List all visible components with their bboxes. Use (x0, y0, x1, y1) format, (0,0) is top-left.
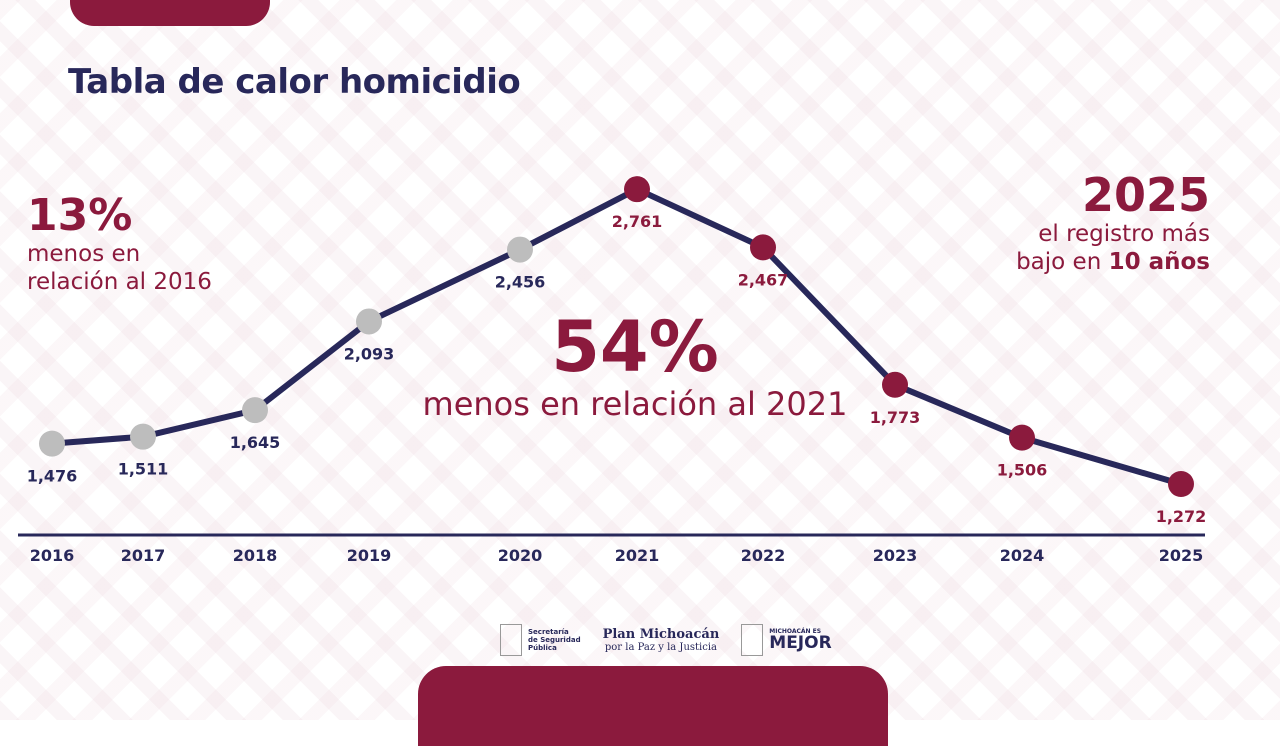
x-tick-2024: 2024 (1000, 546, 1045, 565)
data-point-2021 (624, 176, 650, 203)
kpi-center: 54% menos en relación al 2021 (380, 308, 890, 422)
kpi-center-text: menos en relación al 2021 (422, 385, 848, 423)
data-point-2022 (750, 234, 776, 261)
data-label-2017: 1,511 (118, 460, 169, 479)
x-tick-2017: 2017 (121, 546, 166, 565)
background-pattern (0, 0, 1280, 720)
x-tick-2020: 2020 (498, 546, 543, 565)
kpi-right-line2-prefix: bajo en (1016, 249, 1109, 275)
x-tick-2025: 2025 (1159, 546, 1204, 565)
mej-small: MICHOACÁN ES (769, 628, 822, 635)
data-point-2019 (356, 308, 382, 335)
page-title: Tabla de calor homicidio (68, 62, 521, 102)
data-label-2022: 2,467 (738, 270, 789, 289)
x-tick-2022: 2022 (741, 546, 786, 565)
x-tick-2016: 2016 (30, 546, 75, 565)
x-tick-2023: 2023 (873, 546, 918, 565)
data-point-2017 (130, 423, 156, 450)
michoacan-es-mejor-logo: MICHOACÁN ES MEJOR (741, 624, 832, 656)
top-decorative-tab (70, 0, 270, 26)
data-point-2025 (1168, 471, 1194, 497)
line-chart: 1,476 2016 1,511 2017 1,645 2018 2,093 2019 2,45… (18, 176, 1207, 565)
kpi-right-line1: el registro más (1038, 221, 1210, 247)
data-label-2024: 1,506 (997, 461, 1048, 480)
ssp-logo: Secretaría de Seguridad Pública (500, 624, 581, 656)
data-point-2016 (39, 430, 65, 457)
plan-michoacan-logo: Plan Michoacán por la Paz y la Justicia (603, 627, 720, 653)
data-label-2016: 1,476 (27, 467, 78, 486)
x-tick-2021: 2021 (615, 546, 660, 565)
kpi-left-line2: relación al 2016 (27, 269, 212, 295)
kpi-right-line2-bold: 10 años (1108, 249, 1210, 275)
ssp-line2: de Seguridad (528, 636, 581, 644)
plan-line1: Plan Michoacán (602, 627, 720, 642)
data-label-2023: 1,773 (870, 408, 921, 427)
data-point-2023 (882, 371, 908, 398)
data-label-2019: 2,093 (344, 344, 395, 363)
plan-line2: por la Paz y la Justicia (604, 642, 717, 653)
coat-of-arms-icon (741, 624, 764, 656)
ssp-line3: Pública (528, 644, 557, 652)
kpi-right-value: 2025 (1081, 168, 1210, 222)
kpi-left-line1: menos en (27, 241, 141, 267)
data-point-2020 (507, 236, 533, 263)
series-line (51, 186, 1182, 487)
kpi-left: 13% menos en relación al 2016 (27, 192, 212, 296)
data-label-2018: 1,645 (230, 433, 281, 452)
kpi-right: 2025 el registro más bajo en 10 años (1016, 170, 1210, 276)
data-label-2025: 1,272 (1156, 507, 1207, 526)
coat-of-arms-icon (500, 624, 522, 656)
data-label-2020: 2,456 (495, 273, 546, 292)
kpi-right-line2: bajo en 10 años (1016, 248, 1210, 276)
data-point-2018 (242, 397, 268, 424)
kpi-center-value: 54% (551, 306, 719, 388)
footer-logos: Secretaría de Seguridad Pública Plan Mic… (500, 624, 832, 656)
data-point-2024 (1009, 424, 1035, 451)
mej-big: MEJOR (769, 633, 832, 653)
x-tick-2019: 2019 (347, 546, 392, 565)
ssp-line1: Secretaría (528, 628, 569, 636)
data-label-2021: 2,761 (612, 212, 663, 231)
kpi-left-value: 13% (27, 190, 133, 241)
x-tick-2018: 2018 (233, 546, 278, 565)
